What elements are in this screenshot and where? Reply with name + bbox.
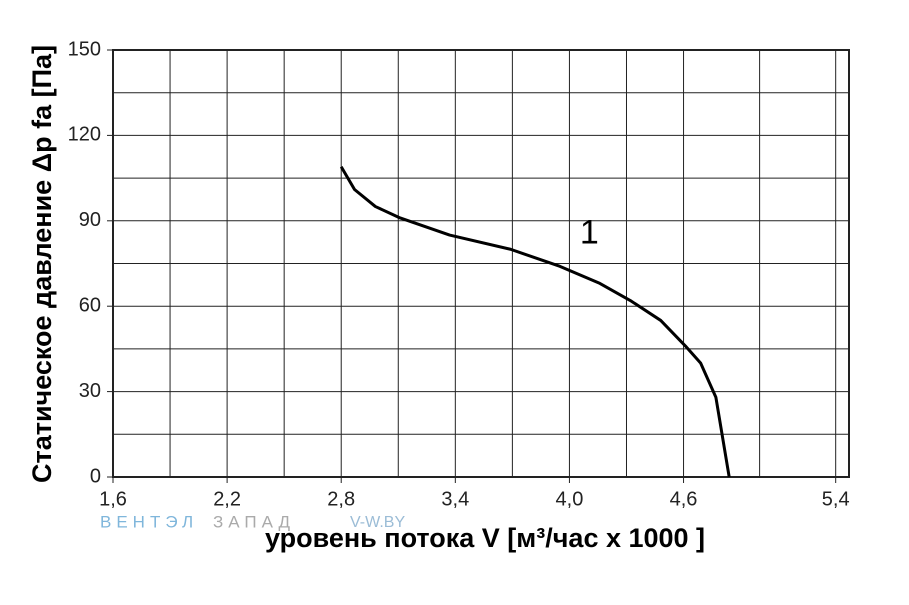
y-tick-label: 0 (90, 465, 101, 487)
watermark: ЗАПАД (213, 512, 295, 531)
watermark: V-W.BY (350, 514, 405, 531)
y-tick-label: 30 (79, 380, 101, 402)
y-tick-label: 120 (68, 124, 101, 146)
curve (339, 165, 731, 478)
x-axis-label: уровень потока V [м³/час x 1000 ] (265, 523, 705, 553)
x-tick-label: 4,0 (556, 488, 584, 510)
x-tick-label: 2,8 (327, 488, 355, 510)
y-tick-label: 150 (68, 38, 101, 60)
watermark: ВЕНТЭЛ (100, 512, 198, 531)
x-tick-label: 1,6 (99, 488, 127, 510)
curve-label: 1 (580, 213, 599, 251)
x-tick-label: 4,6 (670, 488, 698, 510)
x-tick-label: 2,2 (213, 488, 241, 510)
plot-frame (112, 49, 850, 478)
x-tick-label: 3,4 (441, 488, 469, 510)
y-axis-label: Статическое давление Δp fa [Па] (27, 45, 57, 483)
y-tick-label: 90 (79, 209, 101, 231)
y-tick-label: 60 (79, 294, 101, 316)
x-tick-label: 5,4 (822, 488, 850, 510)
